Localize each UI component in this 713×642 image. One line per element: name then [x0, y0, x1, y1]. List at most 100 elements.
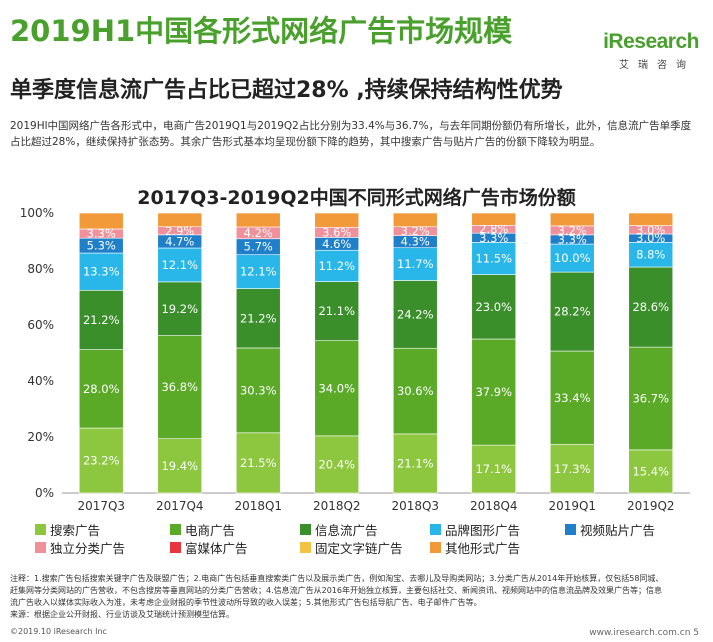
legend-label: 其他形式广告: [445, 541, 521, 556]
data-label: 23.0%: [475, 300, 512, 314]
bar-segment: [392, 280, 438, 349]
data-label: 2.9%: [165, 224, 194, 238]
y-tick-label: 20%: [27, 430, 54, 444]
data-label: 3.2%: [401, 224, 430, 238]
legend-swatch: [565, 524, 576, 535]
data-label: 3.3%: [479, 231, 508, 245]
bar-segment: [235, 432, 281, 494]
data-label: 13.3%: [83, 265, 120, 279]
bar-segment: [235, 254, 281, 289]
legend-item: 其他形式广告: [430, 538, 520, 557]
legend-swatch: [300, 524, 311, 535]
copyright: ©2019.10 iResearch Inc: [10, 627, 107, 636]
data-label: 11.7%: [397, 257, 434, 271]
bar-segment: [628, 266, 674, 348]
x-tick-label: 2019Q2: [627, 499, 675, 513]
data-label: 4.3%: [401, 235, 430, 249]
bar-segment: [78, 289, 124, 350]
legend-swatch: [35, 542, 46, 553]
data-label: 12.1%: [240, 265, 277, 279]
bar-segment-remainder: [157, 212, 203, 228]
data-label: 10.0%: [554, 251, 591, 265]
legend-item: 电商广告: [170, 520, 235, 539]
legend-label: 电商广告: [185, 523, 236, 538]
data-label: 30.3%: [240, 383, 277, 397]
bar-segment-remainder: [235, 212, 281, 228]
legend-swatch: [430, 542, 441, 553]
y-tick-label: 40%: [27, 374, 54, 388]
data-label: 4.2%: [244, 226, 273, 240]
data-label: 3.0%: [636, 231, 665, 245]
bar-segment-remainder: [628, 212, 674, 226]
data-label: 21.2%: [83, 313, 120, 327]
bar-segment: [157, 281, 203, 336]
x-tick-label: 2019Q1: [548, 499, 596, 513]
bar-segment: [471, 274, 517, 340]
data-label: 28.2%: [554, 305, 591, 319]
bar-segment-remainder: [314, 212, 360, 228]
bar-segment: [235, 288, 281, 349]
legend-label: 品牌图形广告: [445, 523, 521, 538]
bar-segment: [628, 242, 674, 268]
logo-text: iResearch: [603, 30, 699, 53]
description-text: 2019Hl中国网络广告各形式中，电商广告2019Q1与2019Q2占比分别为3…: [10, 120, 692, 148]
bar-segment: [628, 346, 674, 451]
data-label: 21.2%: [240, 311, 277, 325]
bar-segment: [549, 350, 595, 445]
data-label: 20.4%: [318, 457, 355, 471]
bar-segment: [471, 242, 517, 275]
bar-segment-remainder: [78, 212, 124, 230]
legend-item: 富媒体广告: [170, 538, 248, 557]
bar-segment: [392, 247, 438, 281]
data-label: 11.2%: [318, 259, 355, 273]
legend-label: 信息流广告: [315, 523, 378, 538]
bar-segment: [78, 252, 124, 291]
bar-segment: [157, 335, 203, 439]
bar-segment: [392, 433, 438, 494]
data-label: 21.5%: [240, 456, 277, 470]
legend-swatch: [430, 524, 441, 535]
legend-swatch: [170, 542, 181, 553]
data-label: 28.6%: [632, 300, 669, 314]
footer-url: www.iresearch.com.cn 5: [589, 628, 699, 638]
data-label: 30.6%: [397, 384, 434, 398]
x-tick-label: 2018Q4: [470, 499, 518, 513]
legend-item: 独立分类广告: [35, 538, 125, 557]
data-label: 2.8%: [479, 222, 508, 236]
legend-item: 固定文字链广告: [300, 538, 403, 557]
data-label: 17.3%: [554, 462, 591, 476]
legend-item: 品牌图形广告: [430, 520, 520, 539]
data-label: 37.9%: [475, 385, 512, 399]
data-label: 3.0%: [636, 223, 665, 237]
bar-segment: [471, 444, 517, 494]
iresearch-logo: iResearch 艾瑞咨询: [579, 30, 699, 82]
source-text: 来源：根据企业公开财报、行业访谈及艾瑞统计预测模型估算。: [10, 610, 234, 619]
data-label: 8.8%: [636, 248, 665, 262]
data-label: 15.4%: [632, 464, 669, 478]
data-label: 19.4%: [161, 459, 198, 473]
legend-label: 独立分类广告: [50, 541, 126, 556]
logo-subtext: 艾瑞咨询: [619, 60, 695, 71]
bar-segment: [314, 281, 360, 341]
x-tick-label: 2018Q1: [234, 499, 282, 513]
bar-segment: [78, 349, 124, 429]
bar-segment: [392, 347, 438, 435]
data-label: 3.3%: [558, 232, 587, 246]
data-label: 24.2%: [397, 307, 434, 321]
data-label: 4.7%: [165, 234, 194, 248]
stacked-bar-chart: 0% 20% 40% 60% 80% 100% 23.2% 28.0% 21.2% 13.3% 5.…: [20, 206, 690, 513]
bar-segment: [314, 340, 360, 437]
y-tick-label: 60%: [27, 318, 54, 332]
bar-segment: [471, 338, 517, 446]
legend-item: 视频贴片广告: [565, 520, 655, 539]
notes-text: 注释：1.搜索广告包括搜索关键字广告及联盟广告；2.电商广告包括垂直搜索类广告以…: [10, 574, 664, 607]
bar-segment: [549, 444, 595, 494]
bar-segment: [549, 243, 595, 273]
y-tick-label: 80%: [27, 262, 54, 276]
legend-swatch: [300, 542, 311, 553]
y-tick-label: 100%: [20, 206, 54, 220]
data-label: 3.6%: [322, 225, 351, 239]
legend-swatch: [170, 524, 181, 535]
x-tick-label: 2018Q2: [313, 499, 361, 513]
data-label: 11.5%: [475, 252, 512, 266]
